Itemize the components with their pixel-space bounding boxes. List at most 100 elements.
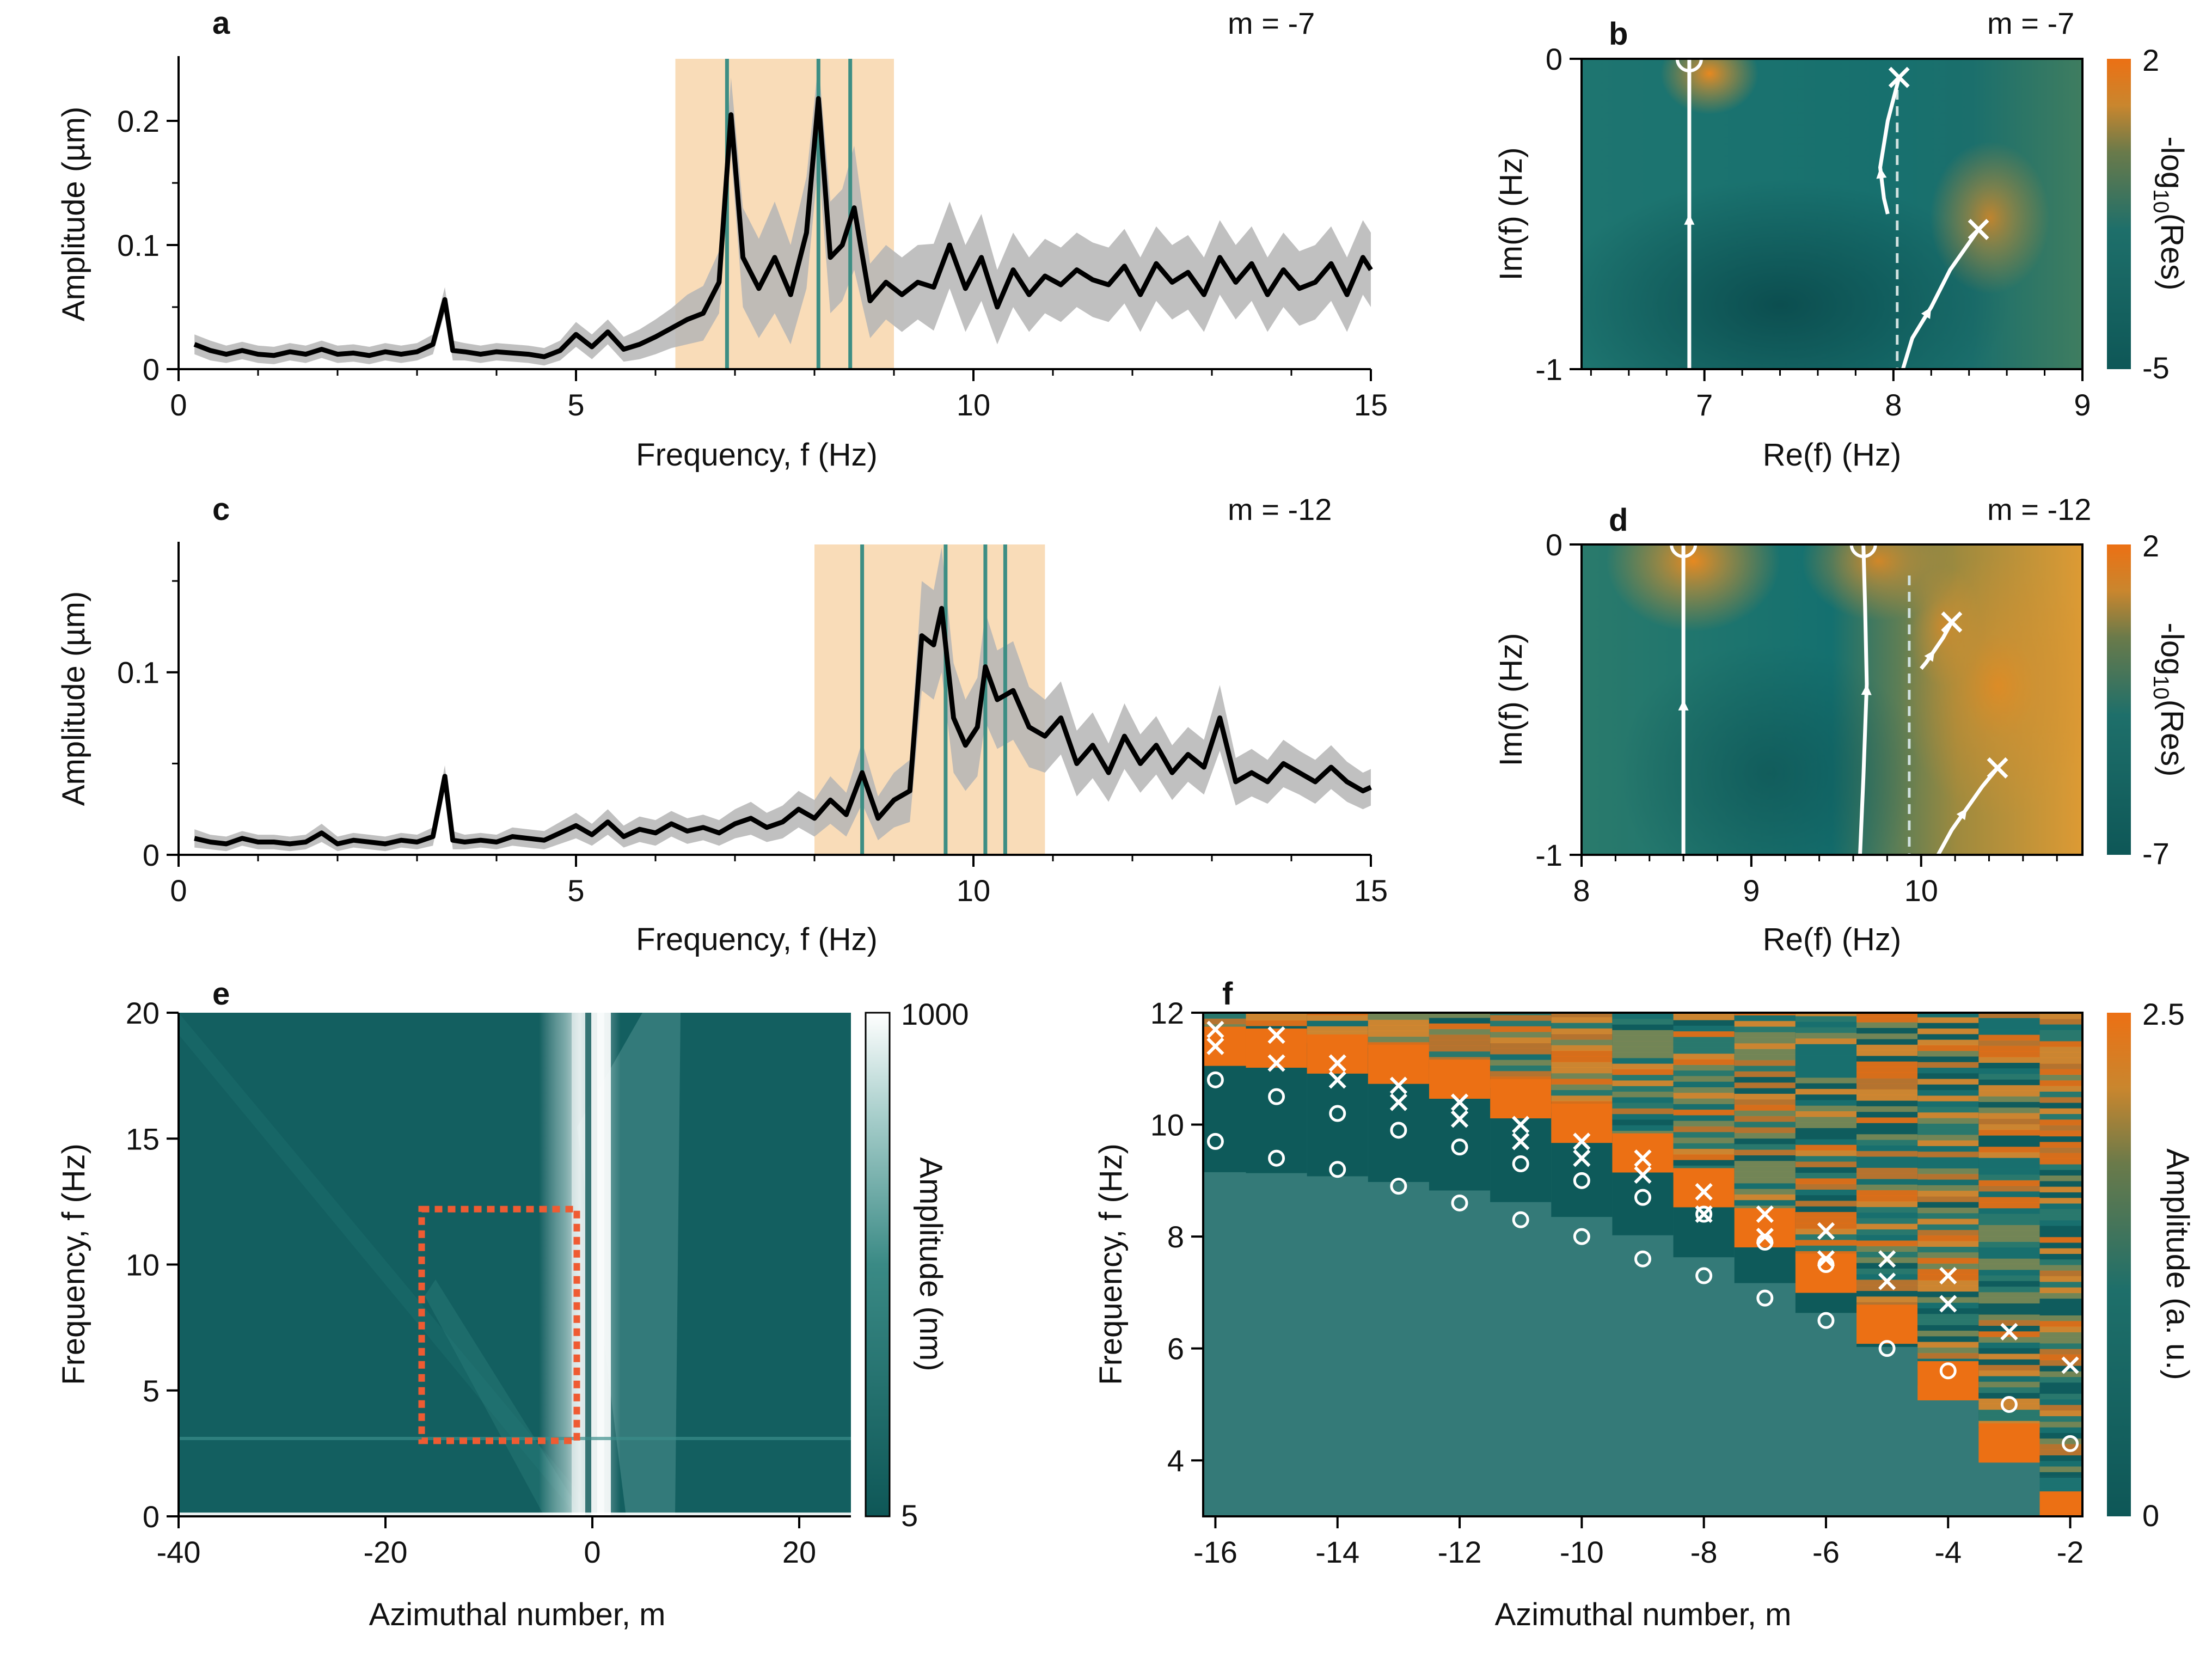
pole-marker-1 bbox=[1987, 757, 2008, 779]
y-tick-label-1: 0.1 bbox=[117, 656, 160, 690]
f-strip bbox=[1978, 1404, 2040, 1410]
f-strip bbox=[1978, 1191, 2040, 1197]
f-strip bbox=[2039, 1404, 2082, 1411]
f-strip bbox=[2039, 1209, 2082, 1215]
f-strip bbox=[1551, 1006, 1612, 1012]
f-strip bbox=[1978, 1236, 2040, 1242]
f-strip bbox=[1978, 1269, 2040, 1276]
y-tick-label-1: 6 bbox=[1167, 1332, 1184, 1366]
circle-lower-13 bbox=[2000, 1395, 2018, 1413]
f-ridge bbox=[1673, 1168, 1735, 1208]
f-strip bbox=[1307, 1026, 1368, 1032]
trajectory-arrow-2 bbox=[1924, 650, 1935, 662]
panel-d-cb-tick-bottom: -7 bbox=[2142, 836, 2170, 871]
f-strip bbox=[1734, 1121, 1796, 1128]
f-strip bbox=[1978, 1001, 2039, 1007]
f-strip bbox=[1734, 1155, 1796, 1161]
f-strip bbox=[2039, 1472, 2082, 1478]
f-strip bbox=[1856, 1145, 1918, 1152]
f-strip bbox=[1734, 1032, 1796, 1038]
panel-d-cb-tick-top: 2 bbox=[2142, 529, 2159, 563]
f-strip bbox=[2039, 1360, 2082, 1366]
f-strip bbox=[1978, 1096, 2040, 1102]
f-strip bbox=[1856, 1044, 1918, 1051]
f-strip bbox=[1612, 1013, 1674, 1019]
f-strip bbox=[2039, 1399, 2082, 1405]
x-tick-label-7: -2 bbox=[2057, 1535, 2084, 1569]
f-strip bbox=[1612, 1063, 1674, 1069]
f-strip bbox=[1978, 1057, 2040, 1063]
f-strip bbox=[1612, 1097, 1674, 1103]
f-strip bbox=[1429, 1001, 1490, 1007]
f-ridge bbox=[1307, 1034, 1368, 1074]
f-strip bbox=[1795, 1245, 1857, 1252]
f-strip bbox=[1917, 1129, 1979, 1135]
f-strip bbox=[1795, 1038, 1857, 1044]
f-strip bbox=[1917, 1106, 1979, 1113]
f-strip bbox=[2039, 1057, 2082, 1064]
f-strip bbox=[1490, 1031, 1552, 1038]
f-strip bbox=[1307, 1014, 1368, 1021]
cross-lower-6 bbox=[1573, 1149, 1591, 1167]
f-strip bbox=[1856, 1000, 1917, 1006]
f-strip bbox=[2039, 1393, 2082, 1400]
f-strip bbox=[1673, 1020, 1735, 1026]
cross-lower-11 bbox=[1878, 1272, 1896, 1290]
f-strip bbox=[2039, 1220, 2082, 1226]
f-strip bbox=[1856, 1162, 1918, 1168]
f-strip bbox=[1673, 1115, 1735, 1121]
f-strip bbox=[1673, 1087, 1735, 1093]
trajectory-arrow-0 bbox=[1678, 700, 1689, 711]
cross-lower-1 bbox=[1267, 1054, 1285, 1072]
f-strip bbox=[1673, 1048, 1735, 1054]
f-strip bbox=[2039, 1326, 2082, 1332]
f-strip bbox=[1978, 1359, 2040, 1366]
x-tick-label-4: -8 bbox=[1690, 1535, 1718, 1569]
circle-upper-1 bbox=[1268, 1088, 1285, 1105]
panel-e-heatmap bbox=[179, 1013, 851, 1516]
f-strip bbox=[1978, 1068, 2040, 1074]
x-tick-label-3: -10 bbox=[1560, 1535, 1604, 1569]
f-strip bbox=[1978, 1213, 2040, 1220]
f-strip bbox=[1917, 1039, 1979, 1045]
f-strip bbox=[1612, 1091, 1674, 1098]
f-strip bbox=[1551, 1095, 1613, 1101]
f-strip bbox=[2039, 1102, 2082, 1109]
panel-d-heatmap bbox=[1582, 544, 2082, 855]
f-strip bbox=[1551, 1045, 1613, 1051]
panel-a-label: a bbox=[212, 5, 230, 41]
f-strip bbox=[1917, 1050, 1979, 1057]
f-strip bbox=[1551, 1033, 1613, 1040]
f-strip bbox=[1856, 1005, 1917, 1011]
f-strip bbox=[1307, 998, 1368, 1004]
f-strip bbox=[1734, 1143, 1796, 1150]
x-tick-label-1: -20 bbox=[364, 1535, 408, 1569]
f-strip bbox=[1978, 1007, 2039, 1013]
y-tick-label-4: 12 bbox=[1150, 996, 1184, 1030]
plot-frame bbox=[1580, 58, 2084, 370]
f-strip bbox=[1490, 998, 1551, 1004]
f-strip bbox=[1795, 1060, 1857, 1067]
f-strip bbox=[1795, 1195, 1857, 1201]
circle-lower-14 bbox=[2062, 1435, 2079, 1452]
panel-f-cb-tick-bottom: 0 bbox=[2142, 1498, 2159, 1533]
f-strip bbox=[1673, 1064, 1735, 1071]
f-strip bbox=[1734, 1194, 1796, 1201]
circle-upper-4 bbox=[1451, 1138, 1468, 1156]
f-strip bbox=[2039, 1231, 2082, 1238]
f-strip bbox=[1673, 1131, 1735, 1138]
f-strip bbox=[2039, 1002, 2100, 1008]
f-strip bbox=[1795, 1206, 1857, 1213]
f-strip bbox=[1734, 1088, 1796, 1094]
f-strip bbox=[1917, 1241, 1979, 1247]
f-strip bbox=[1856, 1263, 1918, 1269]
f-strip bbox=[1551, 1084, 1613, 1091]
f-strip bbox=[1978, 1129, 2040, 1136]
f-strip bbox=[2039, 1040, 2082, 1047]
f-strip bbox=[1917, 1117, 1979, 1124]
f-strip bbox=[2039, 1080, 2082, 1086]
f-strip bbox=[1856, 1050, 1918, 1056]
f-strip bbox=[1978, 1034, 2040, 1040]
f-strip bbox=[1490, 1060, 1552, 1066]
f-strip bbox=[1734, 1093, 1796, 1100]
